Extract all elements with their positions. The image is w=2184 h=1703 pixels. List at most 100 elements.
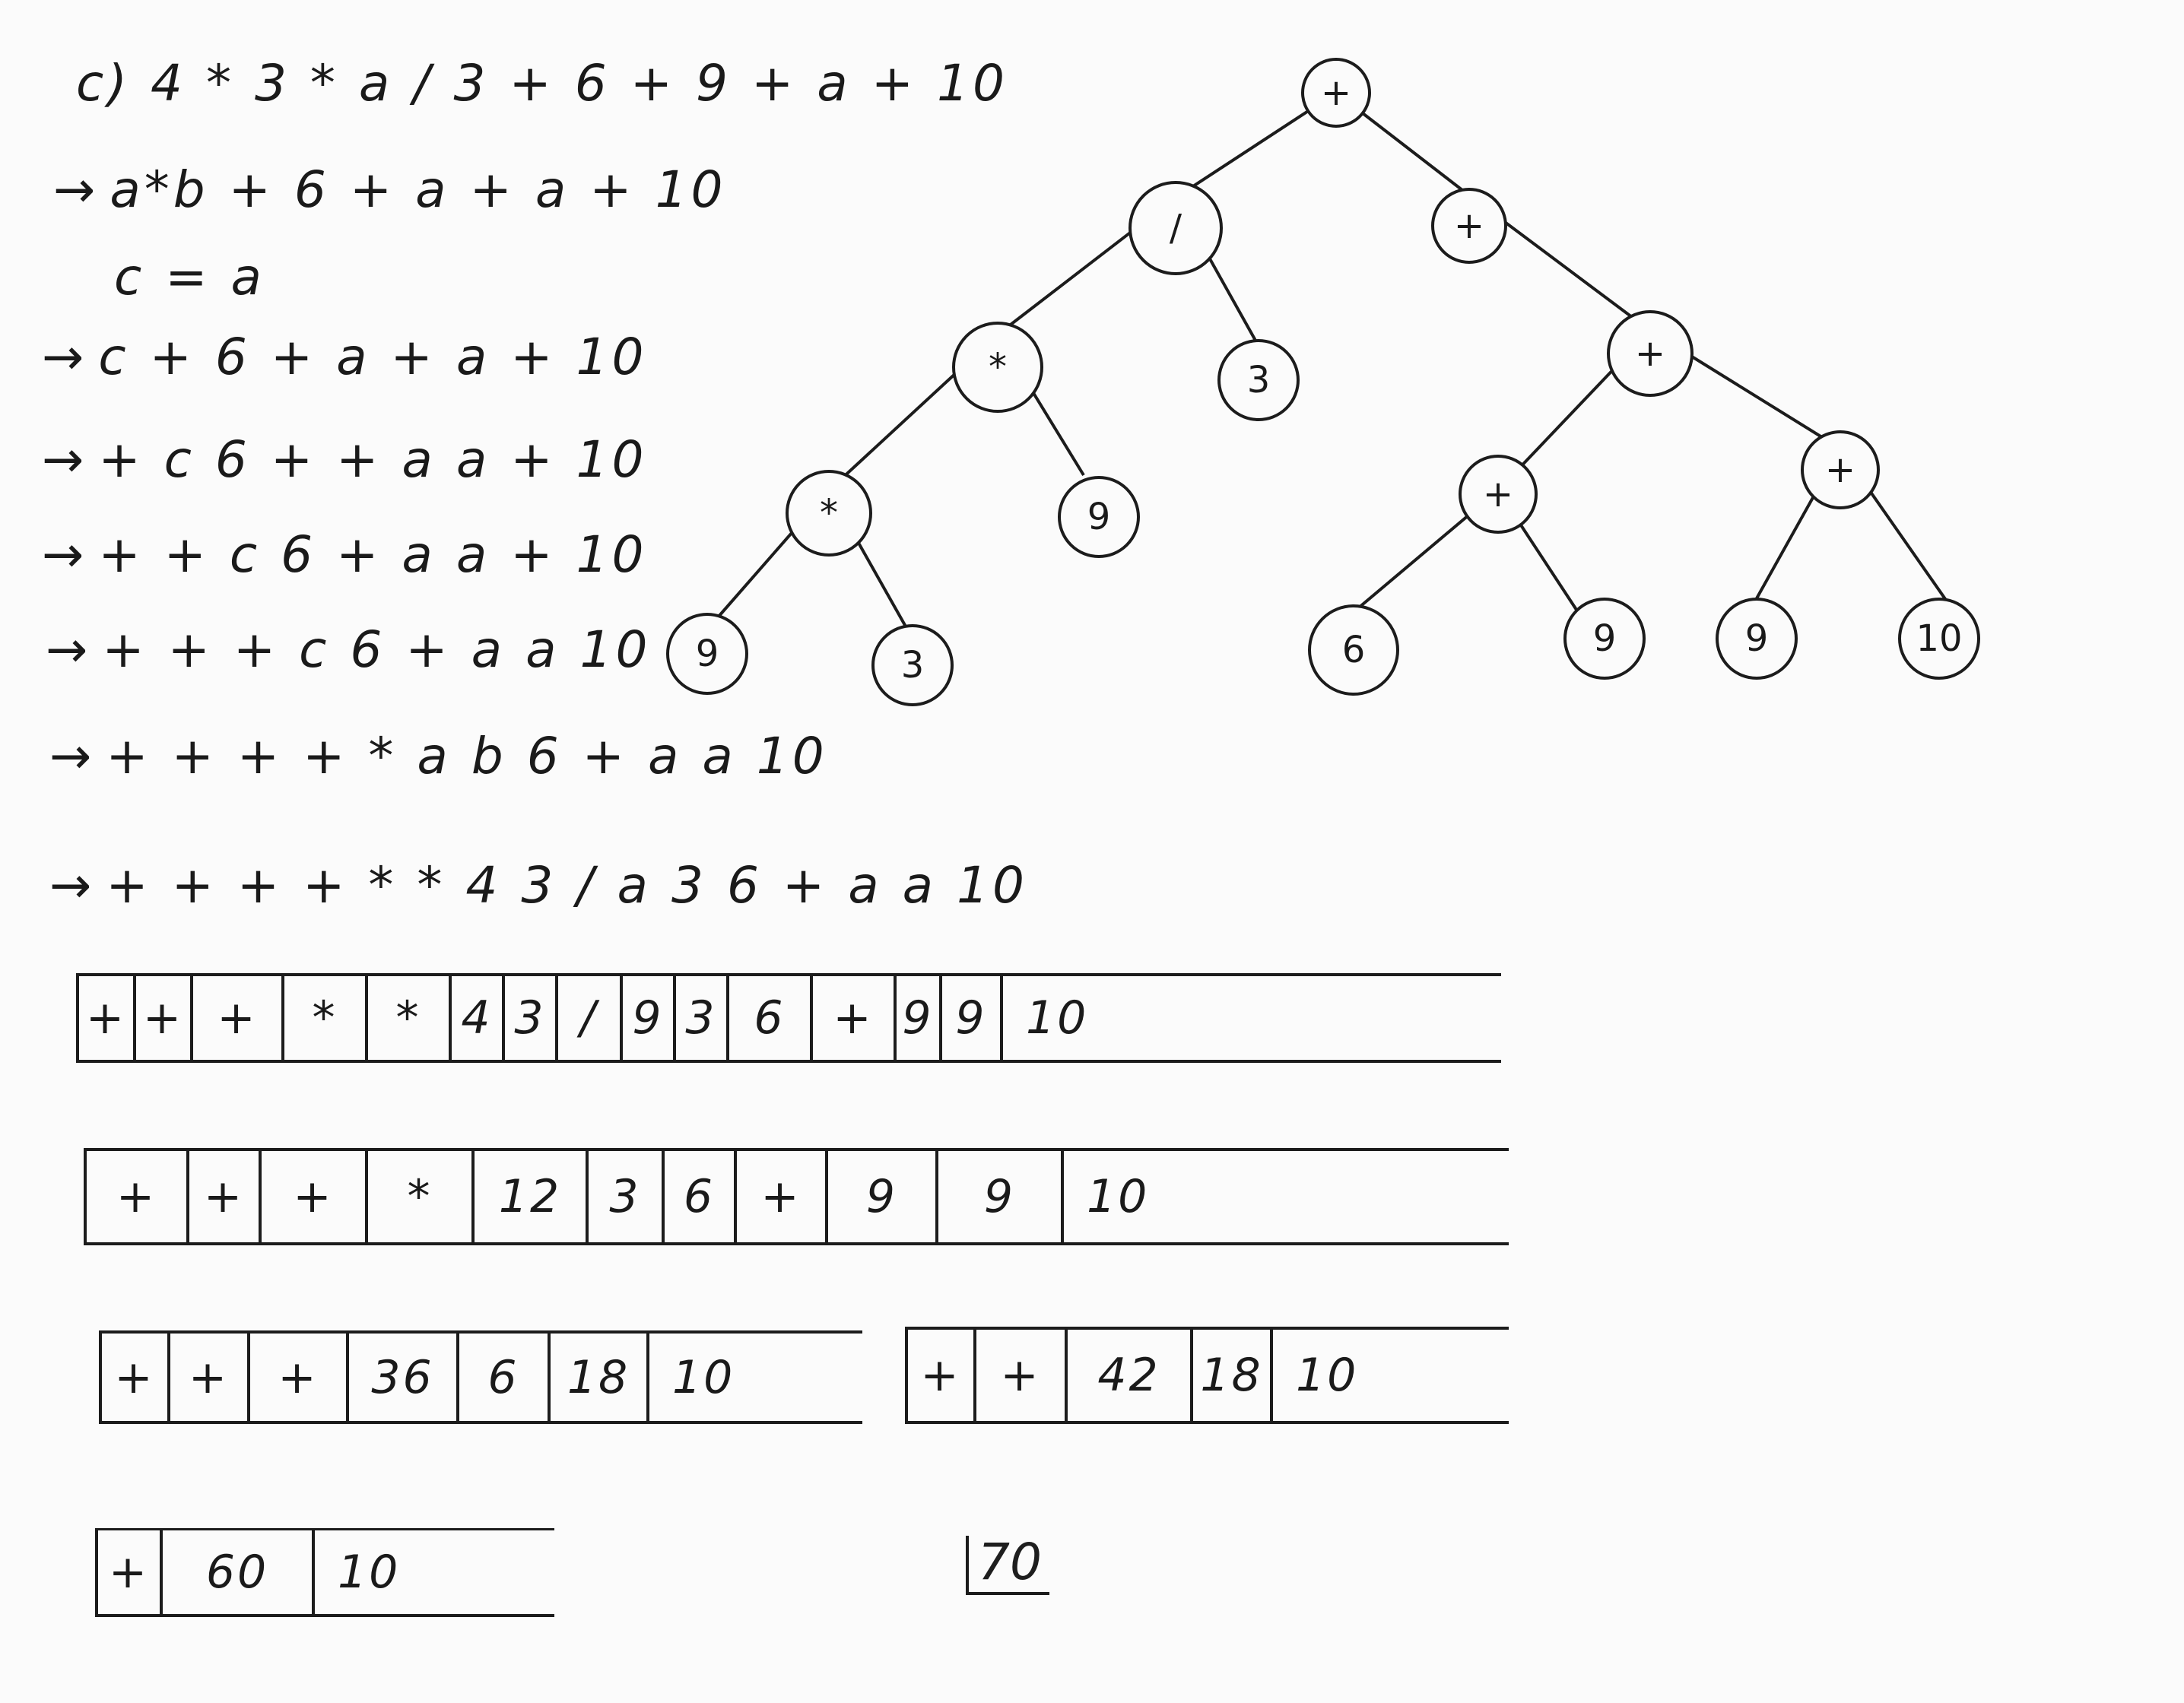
step-text: + + + + * * 4 3 / a 3 6 + a a 10 <box>106 856 1029 915</box>
tree-node <box>1607 310 1694 397</box>
tree-node-label: + <box>1483 473 1513 515</box>
tree-node-label: + <box>1825 449 1855 491</box>
derivation-step-1: → a*b + 6 + a + a + 10 <box>53 160 727 220</box>
stack-row-4: + + 42 18 10 <box>905 1327 1509 1424</box>
tree-node <box>1801 430 1880 509</box>
tree-node-label: 3 <box>901 644 925 687</box>
derivation-step-8: → + + + + * * 4 3 / a 3 6 + a a 10 <box>49 855 1028 916</box>
stack-cell: + <box>737 1151 828 1242</box>
tree-node <box>1301 58 1371 128</box>
tree-node <box>786 470 872 557</box>
stack-cell: 3 <box>589 1151 665 1242</box>
tree-node <box>1431 188 1507 264</box>
stack-cell: 12 <box>475 1151 589 1242</box>
final-result: 70 <box>966 1536 1049 1595</box>
stack-cell: * <box>368 1151 475 1242</box>
stack-cell: 10 <box>338 1546 401 1599</box>
stack-cell: + <box>189 1151 262 1242</box>
tree-node <box>1129 181 1223 275</box>
stack-row-2: + + + * 12 3 6 + 9 9 10 <box>84 1148 1509 1245</box>
stack-cell: 18 <box>1193 1330 1273 1421</box>
arrow-icon: → <box>42 430 88 489</box>
stack-cell: + <box>250 1334 349 1421</box>
tree-node-label: 9 <box>1087 496 1111 538</box>
stack-cell: 10 <box>1026 991 1089 1045</box>
step-text: a*b + 6 + a + a + 10 <box>110 160 727 219</box>
stack-cell: + <box>87 1151 189 1242</box>
tree-node <box>1459 455 1538 534</box>
tree-node-label: 9 <box>1745 617 1769 660</box>
expression-tree: + / + * 3 + * 9 + + 9 3 6 9 9 10 <box>666 58 1980 706</box>
derivation-step-7: → + + + + * a b 6 + a a 10 <box>49 726 828 787</box>
stack-cell: 3 <box>505 976 558 1060</box>
stack-cell: 4 <box>452 976 505 1060</box>
stack-cell: 36 <box>349 1334 459 1421</box>
arrow-icon: → <box>49 727 96 785</box>
stack-cell: / <box>558 976 623 1060</box>
expression-header: c) 4 * 3 * a / 3 + 6 + 9 + a + 10 <box>76 54 1008 113</box>
arrow-icon: → <box>53 160 100 219</box>
derivation-step-3: → c + 6 + a + a + 10 <box>42 327 648 388</box>
arrow-icon: → <box>49 856 96 915</box>
stack-cell: 6 <box>729 976 813 1060</box>
derivation-step-2: c = a <box>114 248 265 306</box>
arrow-icon: → <box>42 525 88 584</box>
tree-node-label: 9 <box>696 633 719 675</box>
tree-node-label: 9 <box>1593 617 1617 660</box>
step-text: + c 6 + + a a + 10 <box>98 430 648 489</box>
stack-cell: 6 <box>665 1151 737 1242</box>
stack-cell: + <box>79 976 136 1060</box>
stack-row-1: + + + * * 4 3 / 9 3 6 + 9 9 10 <box>76 973 1501 1063</box>
tree-node-label: 3 <box>1247 359 1271 401</box>
tree-node <box>1308 604 1399 696</box>
tree-node-label: + <box>1635 332 1665 375</box>
tree-node <box>1217 339 1300 421</box>
stack-cell: + <box>193 976 284 1060</box>
stack-cell: 9 <box>623 976 676 1060</box>
arrow-icon: → <box>42 328 88 386</box>
stack-cell: + <box>102 1334 170 1421</box>
stack-cell: 60 <box>163 1530 315 1614</box>
tree-node-label: 10 <box>1916 617 1962 660</box>
stack-cell: 6 <box>459 1334 551 1421</box>
tree-node <box>1563 598 1646 680</box>
tree-edges <box>706 91 1956 639</box>
stack-cell: + <box>976 1330 1068 1421</box>
stack-cell: + <box>813 976 897 1060</box>
stack-cell: + <box>170 1334 250 1421</box>
step-text: + + + + * a b 6 + a a 10 <box>106 727 828 785</box>
stack-cell: 42 <box>1068 1330 1193 1421</box>
tree-node <box>1898 598 1980 680</box>
stack-cell: 10 <box>672 1350 735 1404</box>
stack-row-5: + 60 10 <box>95 1528 554 1617</box>
step-text: c + 6 + a + a + 10 <box>98 328 648 386</box>
stack-cell: * <box>284 976 368 1060</box>
step-text: + + + c 6 + a a 10 <box>102 620 652 679</box>
stack-cell: * <box>368 976 452 1060</box>
tree-node <box>871 624 954 706</box>
stack-cell: 10 <box>1087 1170 1150 1223</box>
stack-cell: 10 <box>1296 1349 1359 1402</box>
stack-cell: + <box>262 1151 368 1242</box>
stack-cell: 9 <box>942 976 1003 1060</box>
tree-node <box>1058 476 1140 558</box>
stack-cell: 3 <box>676 976 729 1060</box>
stack-cell: 9 <box>897 976 942 1060</box>
stack-row-3: + + + 36 6 18 10 <box>99 1330 862 1424</box>
step-text: + + c 6 + a a + 10 <box>98 525 648 584</box>
arrow-icon: → <box>46 620 92 679</box>
stack-cell: 9 <box>938 1151 1064 1242</box>
tree-node-label: * <box>820 492 838 534</box>
derivation-step-5: → + + c 6 + a a + 10 <box>42 525 648 585</box>
tree-node <box>666 613 748 695</box>
stack-cell: + <box>98 1530 163 1614</box>
tree-node-label: + <box>1454 205 1484 247</box>
tree-node-label: 6 <box>1342 629 1366 671</box>
tree-node-label: * <box>989 346 1007 388</box>
tree-node <box>1716 598 1798 680</box>
tree-node-label: / <box>1170 207 1182 249</box>
stack-cell: 9 <box>828 1151 938 1242</box>
stack-cell: + <box>908 1330 976 1421</box>
tree-node <box>952 322 1043 413</box>
